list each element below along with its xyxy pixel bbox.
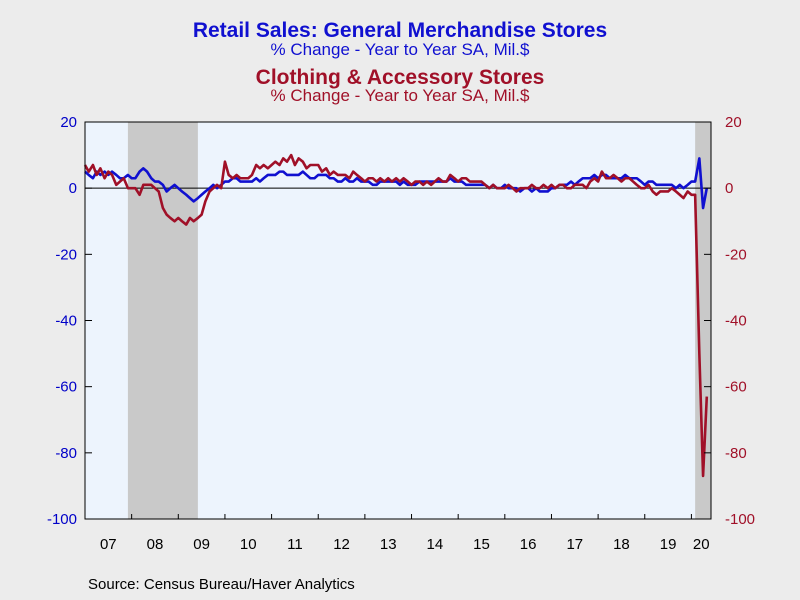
y-tick-label-right: -80 [725,445,747,462]
x-tick-label: 11 [287,536,303,553]
chart-title-2: Clothing & Accessory Stores [255,66,545,89]
recession-band [695,122,711,519]
x-tick-label: 13 [380,536,397,553]
x-tick-label: 14 [427,536,444,553]
y-tick-label-right: -100 [725,511,755,528]
chart-subtitle: % Change - Year to Year SA, Mil.$ [270,40,530,59]
chart-title: Retail Sales: General Merchandise Stores [192,19,608,42]
x-tick-label: 08 [147,536,164,553]
x-tick-label: 12 [333,536,350,553]
y-tick-label-left: -80 [55,445,77,462]
x-tick-label: 15 [473,536,490,553]
chart-subtitle-2: % Change - Year to Year SA, Mil.$ [270,86,530,105]
y-tick-label-right: 0 [725,180,733,197]
y-tick-label-right: 20 [725,114,742,131]
series-line-2 [83,153,709,478]
x-tick-label: 09 [193,536,210,553]
x-tick-label: 19 [660,536,677,553]
x-tick-label: 16 [520,536,537,553]
x-tick-label: 18 [613,536,630,553]
y-tick-label-right: -40 [725,313,747,330]
recession-band [127,122,198,519]
x-tick-label: 20 [693,536,710,553]
y-tick-label-left: 20 [60,114,77,131]
x-tick-label: 07 [100,536,117,553]
y-tick-label-right: -20 [725,246,747,263]
y-tick-label-left: -100 [47,511,77,528]
y-tick-label-left: -20 [55,246,77,263]
y-tick-label-right: -60 [725,379,747,396]
y-tick-label-left: -40 [55,313,77,330]
y-tick-label-left: -60 [55,379,77,396]
x-tick-label: 10 [240,536,257,553]
y-tick-label-left: 0 [69,180,77,197]
x-tick-label: 17 [566,536,583,553]
source-note: Source: Census Bureau/Haver Analytics [88,576,355,593]
